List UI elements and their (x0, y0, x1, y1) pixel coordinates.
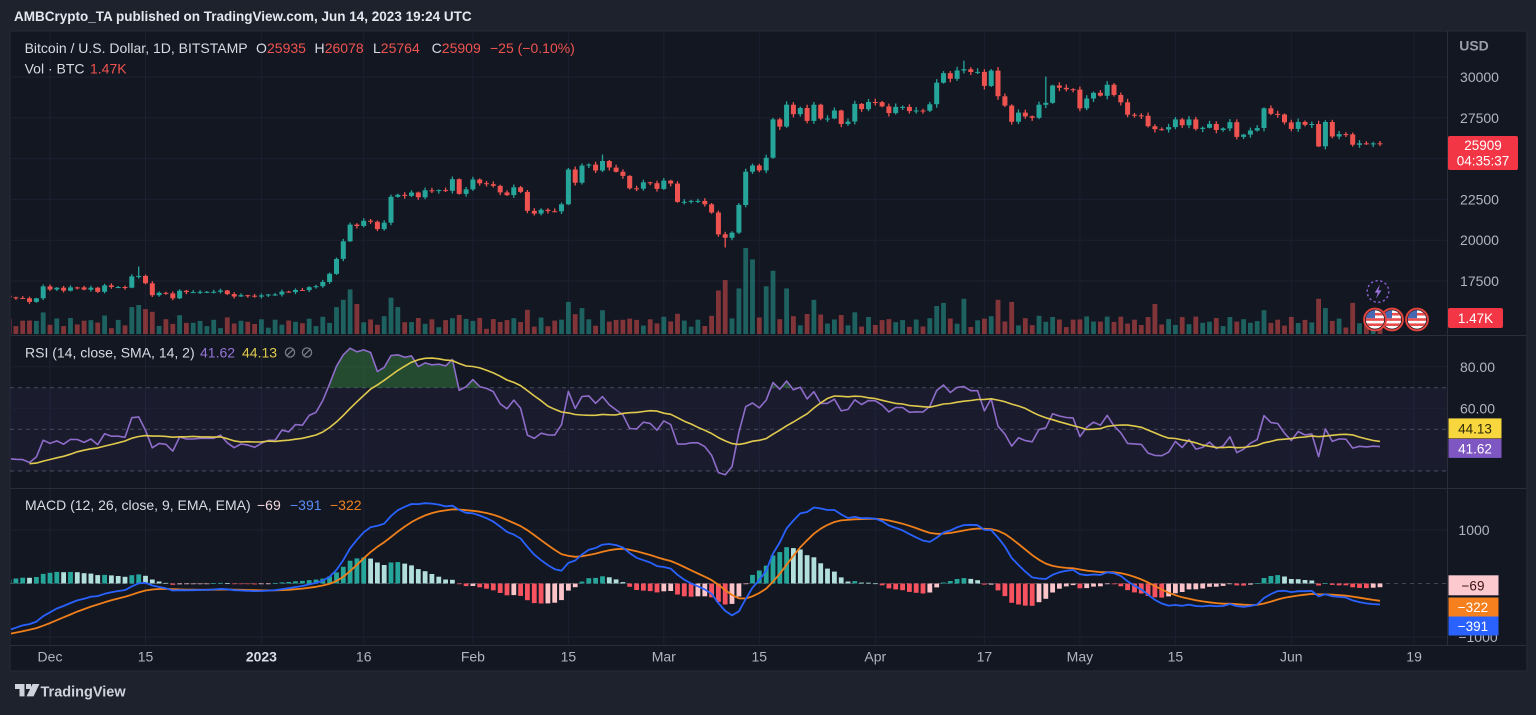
svg-text:19: 19 (1406, 649, 1422, 665)
svg-text:44.13: 44.13 (1458, 421, 1492, 436)
svg-text:Apr: Apr (864, 649, 886, 665)
svg-text:04:35:37: 04:35:37 (1457, 154, 1510, 169)
svg-text:Jun: Jun (1280, 649, 1303, 665)
svg-text:15: 15 (1168, 649, 1184, 665)
svg-text:20000: 20000 (1460, 232, 1499, 248)
svg-text:May: May (1067, 649, 1093, 665)
svg-text:1000: 1000 (1458, 522, 1489, 538)
svg-text:15: 15 (752, 649, 768, 665)
svg-text:−322: −322 (1458, 600, 1488, 615)
svg-text:17500: 17500 (1460, 273, 1499, 289)
svg-text:27500: 27500 (1460, 110, 1499, 126)
svg-text:Mar: Mar (652, 649, 676, 665)
svg-text:41.62: 41.62 (1458, 441, 1492, 456)
svg-text:USD: USD (1459, 38, 1489, 54)
svg-text:AMBCrypto_TA published on Trad: AMBCrypto_TA published on TradingView.co… (14, 9, 472, 24)
svg-text:1.47K: 1.47K (1458, 311, 1493, 326)
svg-text:60.00: 60.00 (1460, 401, 1495, 417)
svg-text:15: 15 (138, 649, 154, 665)
svg-text:Feb: Feb (461, 649, 485, 665)
svg-text:16: 16 (356, 649, 372, 665)
svg-text:15: 15 (561, 649, 577, 665)
svg-text:2023: 2023 (246, 649, 277, 665)
svg-text:80.00: 80.00 (1460, 359, 1495, 375)
svg-text:30000: 30000 (1460, 69, 1499, 85)
svg-text:MACD (12, 26, close, 9, EMA, E: MACD (12, 26, close, 9, EMA, EMA) −69 −391… (25, 497, 362, 513)
svg-text:25909: 25909 (1464, 138, 1502, 153)
svg-text:Dec: Dec (38, 649, 63, 665)
svg-text:17: 17 (977, 649, 993, 665)
svg-text:22500: 22500 (1460, 191, 1499, 207)
svg-text:−69: −69 (1462, 578, 1485, 593)
svg-text:TradingView: TradingView (41, 685, 127, 701)
svg-text:Bitcoin / U.S. Dollar, 1D, BIT: Bitcoin / U.S. Dollar, 1D, BITSTAMP O2593… (25, 40, 575, 56)
svg-text:RSI (14, close, SMA, 14, 2)41.: RSI (14, close, SMA, 14, 2) 41.62 44.13 (25, 345, 277, 361)
svg-text:−391: −391 (1458, 619, 1488, 634)
